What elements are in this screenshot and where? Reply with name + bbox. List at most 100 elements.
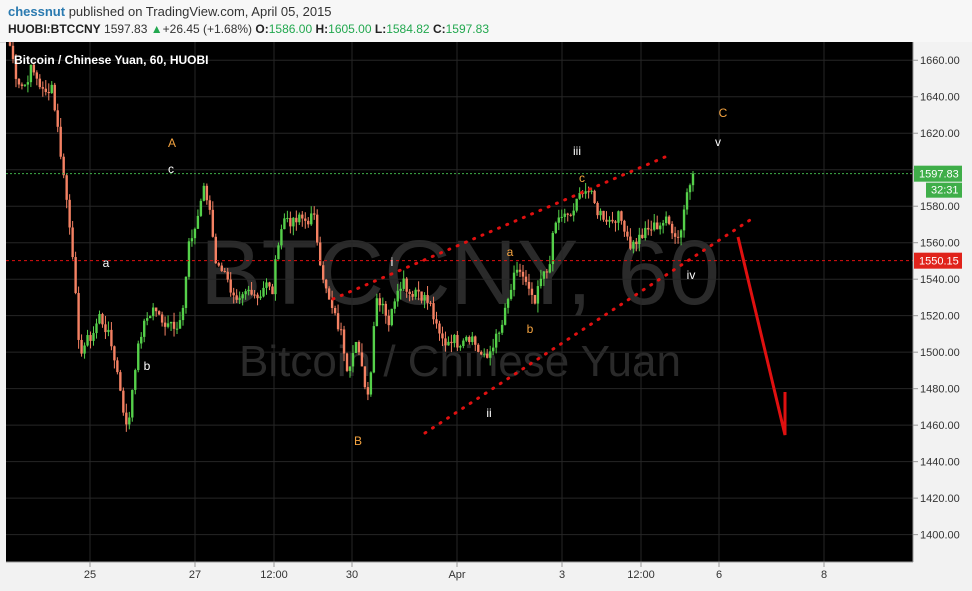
candle-body — [351, 353, 355, 367]
candle-body — [596, 202, 599, 216]
change-value: +26.45 (+1.68%) — [162, 22, 253, 36]
wave-label: c — [168, 162, 174, 176]
candle-body — [417, 289, 420, 292]
candle-body — [104, 324, 107, 333]
candle-body — [235, 295, 238, 300]
candle-body — [527, 281, 531, 289]
candle-body — [465, 336, 468, 341]
candle-body — [647, 227, 650, 230]
candle-body — [89, 335, 92, 341]
candle-body — [670, 223, 674, 234]
candle-body — [471, 336, 474, 343]
y-tick-label: 1560.00 — [920, 238, 960, 250]
candle-body — [333, 307, 337, 314]
candle-body — [241, 294, 244, 299]
candle-body — [166, 323, 170, 327]
candle-body — [554, 222, 558, 233]
x-tick-label: Apr — [448, 569, 465, 581]
y-tick-label: 1440.00 — [920, 457, 960, 469]
candle-body — [145, 318, 149, 321]
candle-body — [11, 45, 15, 60]
x-tick-label: 30 — [346, 569, 358, 581]
low-label: L: — [374, 22, 387, 36]
x-axis: 25 27 12:00 30 Apr 3 12:00 6 8 — [0, 561, 913, 591]
candle-body — [653, 222, 656, 230]
candle-body — [518, 269, 522, 272]
author-link[interactable]: chessnut — [8, 4, 66, 19]
candle-body — [474, 336, 477, 345]
candle-body — [336, 313, 340, 330]
candle-body — [468, 336, 471, 343]
candle-body — [584, 191, 587, 194]
candle-body — [59, 126, 62, 157]
grid — [6, 42, 913, 562]
y-tick-label: 1620.00 — [920, 128, 960, 140]
projection-arrow — [736, 236, 787, 436]
plot-area[interactable] — [6, 42, 913, 562]
candle-body — [375, 298, 379, 327]
candle-body — [98, 314, 101, 324]
candle-body — [140, 336, 143, 344]
candle-body — [92, 333, 95, 341]
high-label: H: — [315, 22, 329, 36]
candle-body — [673, 233, 677, 237]
candle-body — [664, 216, 668, 224]
candle-body — [658, 225, 662, 230]
candle-body — [676, 236, 680, 238]
quote-line: HUOBI:BTCCNY 1597.83 ▲+26.45 (+1.68%) O:… — [8, 22, 489, 36]
candle-body — [551, 232, 555, 265]
candle-body — [486, 353, 489, 358]
candle-body — [330, 299, 334, 308]
candle-body — [390, 308, 393, 326]
published-text: published on TradingView.com, April 05, … — [68, 4, 332, 19]
candle-body — [280, 229, 283, 246]
candle-body — [509, 289, 513, 299]
candle-body — [357, 341, 361, 353]
wave-label: i — [391, 255, 394, 269]
candle-body — [205, 185, 209, 201]
candle-body — [402, 278, 405, 289]
candle-body — [500, 324, 504, 333]
candle-body — [462, 340, 465, 347]
candle-body — [307, 220, 310, 225]
candle-body — [113, 346, 116, 361]
candle-body — [151, 307, 155, 317]
y-tick-label: 1580.00 — [920, 201, 960, 213]
candle-body — [635, 241, 638, 245]
candle-body — [396, 290, 399, 302]
candle-body — [563, 213, 566, 217]
candle-body — [354, 341, 358, 354]
x-tick-label: 8 — [821, 569, 827, 581]
candle-body — [41, 87, 45, 89]
candle-body — [271, 286, 274, 295]
candle-body — [432, 303, 435, 320]
candle-body — [438, 323, 441, 334]
candle-body — [190, 238, 194, 242]
candle-body — [35, 72, 39, 79]
candle-body — [14, 59, 18, 79]
candle-body — [107, 329, 110, 333]
x-tick-label: 12:00 — [627, 569, 655, 581]
candle-body — [539, 278, 543, 287]
candle-body — [435, 319, 438, 324]
candle-body — [253, 294, 256, 296]
y-tick-label: 1460.00 — [920, 420, 960, 432]
candle-body — [372, 326, 376, 373]
x-tick-label: 12:00 — [260, 569, 288, 581]
countdown-tag — [926, 182, 962, 198]
price-chart[interactable]: BTCCNY, 60 Bitcoin / Chinese Yuan AcabBi… — [0, 42, 972, 591]
candles — [8, 42, 695, 432]
candle-body — [128, 417, 131, 425]
candle-body — [626, 231, 629, 237]
candle-body — [154, 307, 158, 312]
candle-body — [137, 343, 140, 371]
candle-body — [342, 329, 346, 354]
candle-body — [557, 217, 560, 223]
wave-label: a — [507, 245, 514, 259]
candle-body — [411, 294, 414, 297]
wave-label: b — [144, 359, 151, 373]
price-value: 1597.83 — [104, 22, 148, 36]
candle-body — [122, 390, 125, 413]
candle-body — [316, 214, 319, 243]
candle-body — [569, 214, 572, 216]
